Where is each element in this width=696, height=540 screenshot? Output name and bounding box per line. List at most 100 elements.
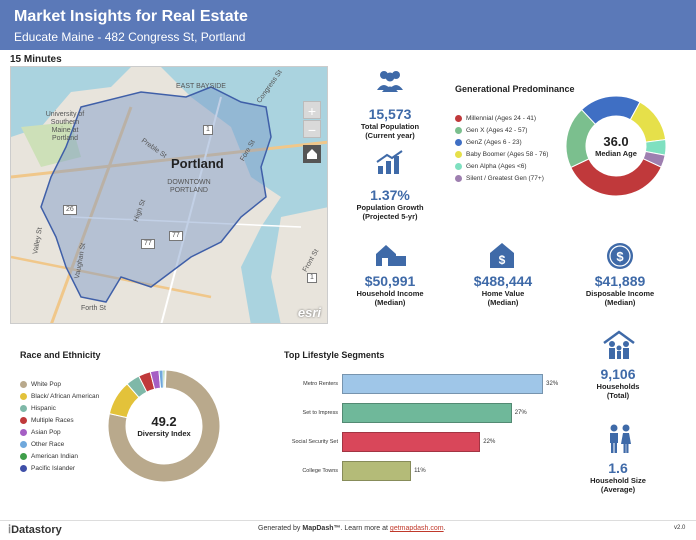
lifestyle-title: Top Lifestyle Segments — [284, 350, 385, 360]
generational-legend-item: GenZ (Ages 6 - 23) — [455, 136, 548, 148]
stat-home-value: $488,444 Home Value (Median) — [453, 273, 553, 307]
report-header: Market Insights for Real Estate Educate … — [0, 0, 696, 50]
population-growth-sub: (Projected 5-yr) — [362, 212, 418, 221]
race-legend-label: Multiple Races — [31, 416, 74, 424]
household-size-label: Household Size — [590, 476, 646, 485]
stat-population-growth: 1.37% Population Growth (Projected 5-yr) — [345, 187, 435, 221]
esri-logo: esri — [297, 305, 321, 320]
map-label-east-bayside: EAST BAYSIDE — [176, 83, 226, 90]
generational-donut-chart — [565, 95, 667, 197]
race-legend-swatch — [20, 404, 27, 412]
race-donut-chart — [107, 369, 221, 483]
dollar-coin-icon: $ — [606, 242, 634, 275]
total-population-value: 15,573 — [368, 106, 412, 122]
generational-legend-item: Silent / Greatest Gen (77+) — [455, 172, 548, 184]
race-legend-swatch — [20, 380, 27, 388]
stat-disposable-income: $41,889 Disposable Income (Median) — [570, 273, 670, 307]
race-legend-item: Asian Pop — [20, 426, 99, 438]
race-legend-label: Asian Pop — [31, 428, 61, 436]
race-legend-swatch — [20, 440, 27, 448]
footer-divider — [0, 520, 696, 521]
generational-legend-label: Gen Alpha (Ages <6) — [466, 162, 527, 170]
generational-legend-item: Baby Boomer (Ages 58 - 76) — [455, 148, 548, 160]
race-legend-swatch — [20, 428, 27, 436]
generational-center: 36.0 Median Age — [586, 134, 646, 158]
median-age-value: 36.0 — [603, 134, 629, 149]
households-value: 9,106 — [600, 366, 636, 382]
lifestyle-bar-label: Metro Renters — [303, 381, 338, 387]
map-label-downtown: DOWNTOWN PORTLAND — [167, 179, 211, 194]
house-dollar-icon: $ — [488, 241, 516, 274]
lifestyle-bar — [342, 374, 544, 394]
map-label-usm: University of Southern Maine at Portland — [45, 111, 85, 142]
stat-household-income: $50,991 Household Income (Median) — [340, 273, 440, 307]
footer-credit: Generated by MapDash™. Learn more at get… — [258, 525, 446, 532]
lifestyle-bar-value: 27% — [514, 410, 527, 416]
generational-legend-item: Gen X (Ages 42 - 57) — [455, 124, 548, 136]
stat-total-population: 15,573 Total Population (Current year) — [345, 106, 435, 140]
lifestyle-bar — [342, 461, 412, 481]
race-legend-swatch — [20, 392, 27, 400]
zoom-in-button[interactable]: + — [303, 101, 321, 119]
race-legend-label: Other Race — [31, 440, 65, 448]
map-view[interactable]: EAST BAYSIDE DOWNTOWN PORTLAND Universit… — [10, 66, 328, 324]
people-group-icon — [375, 68, 405, 99]
race-legend-swatch — [20, 464, 27, 472]
footer-link[interactable]: getmapdash.com — [389, 525, 444, 532]
generational-slice — [570, 158, 662, 197]
generational-legend-swatch — [455, 138, 462, 146]
growth-chart-icon — [375, 150, 405, 181]
brand-name: Datastory — [11, 524, 62, 536]
median-age-label: Median Age — [595, 149, 637, 158]
map-radius-label: 15 Minutes — [10, 54, 62, 65]
generational-legend-label: Millennial (Ages 24 - 41) — [466, 114, 537, 122]
generational-legend-swatch — [455, 174, 462, 182]
zoom-out-button[interactable]: − — [303, 120, 321, 138]
household-income-sub: (Median) — [374, 298, 406, 307]
stat-households: 9,106 Households (Total) — [578, 366, 658, 400]
race-legend: White Pop Black/ African American Hispanic… — [20, 378, 99, 474]
generational-legend-item: Millennial (Ages 24 - 41) — [455, 112, 548, 124]
generational-legend-label: Baby Boomer (Ages 58 - 76) — [466, 150, 549, 158]
disposable-income-sub: (Median) — [604, 298, 636, 307]
diversity-index-value: 49.2 — [151, 414, 177, 429]
race-legend-label: Pacific Islander — [31, 464, 76, 472]
footer-generated-prefix: Generated by — [258, 525, 303, 532]
map-route-77b: 77 — [141, 239, 155, 249]
home-value-sub: (Median) — [487, 298, 519, 307]
race-legend-item: Multiple Races — [20, 414, 99, 426]
generational-legend-item: Gen Alpha (Ages <6) — [455, 160, 548, 172]
generational-legend-label: Silent / Greatest Gen (77+) — [466, 174, 544, 182]
generational-legend-swatch — [455, 162, 462, 170]
map-street-forth: Forth St — [81, 305, 106, 312]
total-population-sub: (Current year) — [365, 131, 415, 140]
lifestyle-bar-label: College Towns — [302, 468, 338, 474]
disposable-income-label: Disposable Income — [585, 289, 655, 298]
footer-link-suffix: . — [443, 525, 446, 532]
race-legend-item: White Pop — [20, 378, 99, 390]
couple-icon — [606, 424, 634, 459]
race-legend-label: Hispanic — [31, 404, 56, 412]
race-center: 49.2 Diversity Index — [134, 414, 194, 438]
generational-legend: Millennial (Ages 24 - 41) Gen X (Ages 42 … — [455, 112, 548, 184]
lifestyle-bar — [342, 432, 481, 452]
generational-title: Generational Predominance — [455, 84, 575, 94]
race-slice — [107, 369, 221, 483]
race-legend-item: Other Race — [20, 438, 99, 450]
lifestyle-bar-value: 11% — [414, 468, 426, 474]
footer-generated-brand: MapDash™ — [302, 525, 341, 532]
svg-text:$: $ — [499, 253, 506, 267]
households-sub: (Total) — [606, 391, 630, 400]
home-value-value: $488,444 — [473, 273, 533, 289]
family-icon — [602, 330, 636, 365]
report-title: Market Insights for Real Estate — [14, 8, 248, 25]
lifestyle-bar-label: Social Security Set — [291, 439, 338, 445]
map-route-26: 26 — [63, 205, 77, 215]
home-icon — [307, 149, 317, 159]
diversity-index-label: Diversity Index — [137, 429, 191, 438]
map-city-label: Portland — [171, 156, 224, 171]
report-subtitle: Educate Maine - 482 Congress St, Portlan… — [14, 30, 246, 44]
race-legend-swatch — [20, 452, 27, 460]
home-extent-button[interactable] — [303, 145, 321, 163]
race-legend-label: Black/ African American — [31, 392, 100, 400]
